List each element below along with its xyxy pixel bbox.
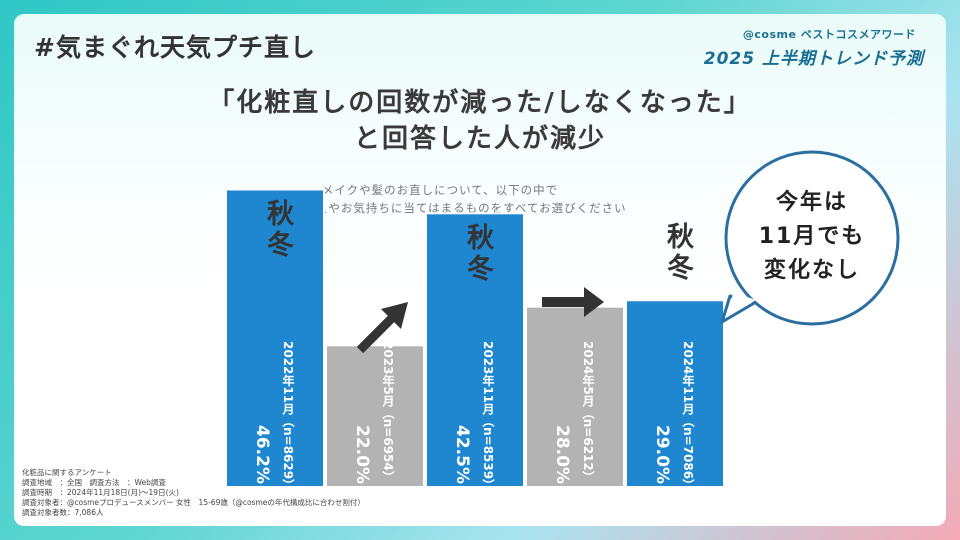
brand-trend-title: 2025 上半期トレンド予測 bbox=[703, 49, 924, 69]
notes-line-4: 調査対象者：@cosmeプロデュースメンバー 女性 15-69歳（@cosmeの… bbox=[22, 498, 365, 507]
bubble-text: 今年は 11月でも 変化なし bbox=[726, 186, 898, 288]
bar-2 bbox=[325, 344, 425, 488]
bar-3 bbox=[425, 212, 525, 489]
bar-value-label: 46.2% bbox=[252, 425, 272, 484]
headline-line-2: と回答した人が減少 bbox=[353, 124, 606, 154]
bar-value-label: 22.0% bbox=[352, 425, 372, 484]
headline-line-1: 「化粧直しの回数が減った/しなくなった」 bbox=[208, 88, 752, 118]
survey-notes: 化粧品に関するアンケート 調査地域 ：全国 調査方法 ：Web調査 調査時期 ：… bbox=[22, 468, 365, 518]
bar-category-label: 2022年11月（n=8629） bbox=[281, 341, 295, 492]
notes-line-2: 調査地域 ：全国 調査方法 ：Web調査 bbox=[22, 478, 166, 487]
notes-line-1: 化粧品に関するアンケート bbox=[22, 468, 112, 477]
bar-category-label: 2024年5月（n=6212） bbox=[581, 341, 595, 483]
bar-value-label: 28.0% bbox=[552, 425, 572, 484]
survey-question-line-1: メイクや髪のお直しについて、以下の中で bbox=[321, 183, 559, 197]
notes-line-3: 調査時期 ：2024年11月18日(月)～19日(火) bbox=[22, 488, 179, 497]
speech-bubble bbox=[720, 150, 900, 326]
bubble-line-3: 変化なし bbox=[763, 258, 860, 283]
bar-4 bbox=[525, 305, 625, 488]
bubble-line-2: 11月でも bbox=[758, 224, 866, 249]
bar-value-label: 29.0% bbox=[652, 425, 672, 484]
bar-season-label: 秋冬 bbox=[462, 223, 493, 286]
bar-category-label: 2023年11月（n=8539） bbox=[481, 341, 495, 492]
bar-category-label: 2024年11月（n=7086） bbox=[681, 341, 695, 492]
bar-season-label: 秋冬 bbox=[662, 222, 693, 285]
bar-1 bbox=[225, 188, 325, 489]
right-arrow-icon bbox=[542, 287, 604, 317]
hashtag-title: #気まぐれ天気プチ直し bbox=[34, 33, 316, 62]
brand-award-label: @cosme ベストコスメアワード bbox=[742, 28, 916, 41]
bar-value-label: 42.5% bbox=[452, 425, 472, 484]
up-arrow-icon bbox=[356, 302, 408, 354]
survey-question-line-2: あなたの考えやお気持ちに当てはまるものをすべてお選びください bbox=[253, 201, 627, 215]
bubble-line-1: 今年は bbox=[775, 190, 848, 215]
bar-season-label: 秋冬 bbox=[262, 199, 293, 262]
notes-line-5: 調査対象者数：7,086人 bbox=[22, 508, 104, 517]
bar-5 bbox=[625, 299, 725, 488]
bar-category-label: 2023年5月（n=6954） bbox=[381, 341, 395, 483]
